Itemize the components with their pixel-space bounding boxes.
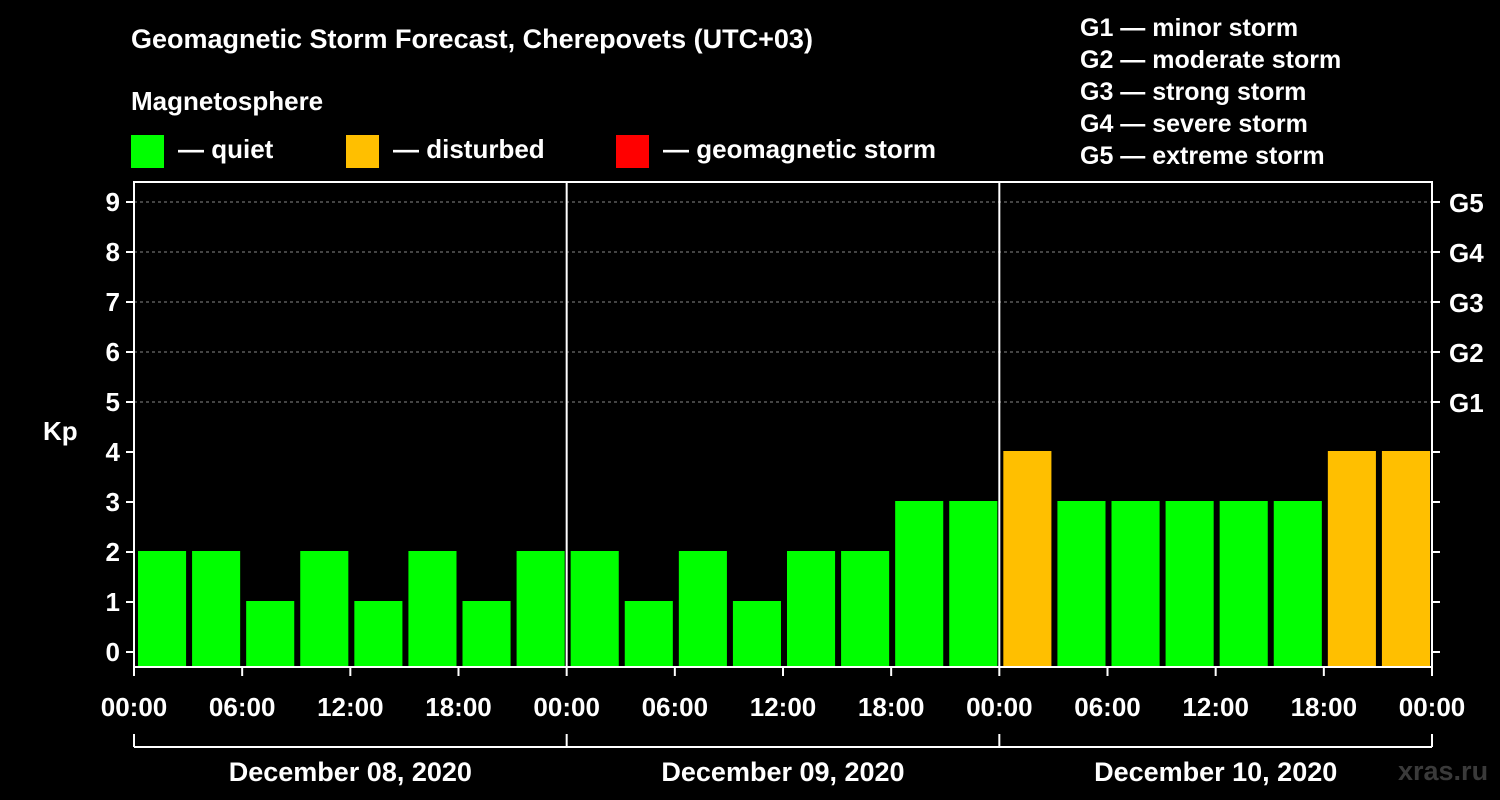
watermark: xras.ru	[1398, 756, 1489, 786]
y-tick-label: 7	[106, 287, 120, 317]
day-label: December 08, 2020	[229, 757, 472, 787]
g-scale-g2: G2 — moderate storm	[1080, 46, 1342, 74]
kp-bar	[787, 551, 836, 667]
kp-bar	[1057, 501, 1106, 667]
kp-bar	[949, 501, 998, 667]
legend-swatch-storm	[616, 135, 649, 168]
x-tick-label: 00:00	[101, 692, 168, 722]
kp-bar	[138, 551, 187, 667]
x-tick-label: 12:00	[1182, 692, 1249, 722]
magnetosphere-label: Magnetosphere	[131, 86, 324, 116]
kp-bar	[895, 501, 944, 667]
y-tick-label: 6	[106, 337, 120, 367]
x-tick-label: 06:00	[209, 692, 276, 722]
y-axis-label: Kp	[43, 416, 78, 446]
legend-label-storm: — geomagnetic storm	[663, 134, 937, 164]
g-scale-g4: G4 — severe storm	[1080, 110, 1308, 138]
day-label: December 10, 2020	[1094, 757, 1337, 787]
kp-bar	[1003, 451, 1052, 667]
kp-bar	[1165, 501, 1214, 667]
x-tick-label: 12:00	[317, 692, 384, 722]
x-tick-label: 00:00	[966, 692, 1033, 722]
x-tick-label: 00:00	[1399, 692, 1466, 722]
kp-bar	[678, 551, 727, 667]
y-tick-label: 9	[106, 187, 120, 217]
y-tick-label: 8	[106, 237, 120, 267]
x-tick-label: 18:00	[1291, 692, 1358, 722]
g-level-label-g1: G1	[1449, 388, 1484, 418]
x-tick-label: 06:00	[1074, 692, 1141, 722]
y-tick-label: 2	[106, 537, 120, 567]
kp-bar	[570, 551, 619, 667]
kp-bar	[192, 551, 241, 667]
kp-bar	[1327, 451, 1376, 667]
kp-bar	[1219, 501, 1268, 667]
x-tick-label: 12:00	[750, 692, 817, 722]
y-tick-label: 1	[106, 587, 120, 617]
kp-bar	[516, 551, 565, 667]
x-tick-label: 18:00	[858, 692, 925, 722]
day-label: December 09, 2020	[661, 757, 904, 787]
legend-swatch-disturbed	[346, 135, 379, 168]
x-tick-label: 18:00	[425, 692, 492, 722]
g-level-label-g2: G2	[1449, 338, 1484, 368]
g-scale-g3: G3 — strong storm	[1080, 78, 1307, 106]
kp-bar	[300, 551, 349, 667]
y-tick-label: 5	[106, 387, 120, 417]
legend-label-quiet: — quiet	[178, 134, 274, 164]
kp-bar	[1111, 501, 1160, 667]
y-tick-label: 4	[106, 437, 121, 467]
kp-bar	[732, 601, 781, 667]
y-tick-label: 3	[106, 487, 120, 517]
kp-bar	[841, 551, 890, 667]
g-scale-g5: G5 — extreme storm	[1080, 142, 1325, 170]
g-level-label-g3: G3	[1449, 288, 1484, 318]
g-level-label-g5: G5	[1449, 188, 1484, 218]
chart-title: Geomagnetic Storm Forecast, Cherepovets …	[131, 24, 813, 54]
kp-bar	[462, 601, 511, 667]
g-level-label-g4: G4	[1449, 238, 1484, 268]
x-tick-label: 06:00	[642, 692, 709, 722]
kp-bar	[1273, 501, 1322, 667]
kp-bar	[1381, 451, 1430, 667]
kp-bar	[354, 601, 403, 667]
x-tick-label: 00:00	[533, 692, 600, 722]
legend-swatch-quiet	[131, 135, 164, 168]
kp-bar	[624, 601, 673, 667]
g-scale-g1: G1 — minor storm	[1080, 14, 1299, 42]
kp-bar	[246, 601, 295, 667]
y-tick-label: 0	[106, 637, 120, 667]
legend-label-disturbed: — disturbed	[393, 134, 545, 164]
kp-bar	[408, 551, 457, 667]
